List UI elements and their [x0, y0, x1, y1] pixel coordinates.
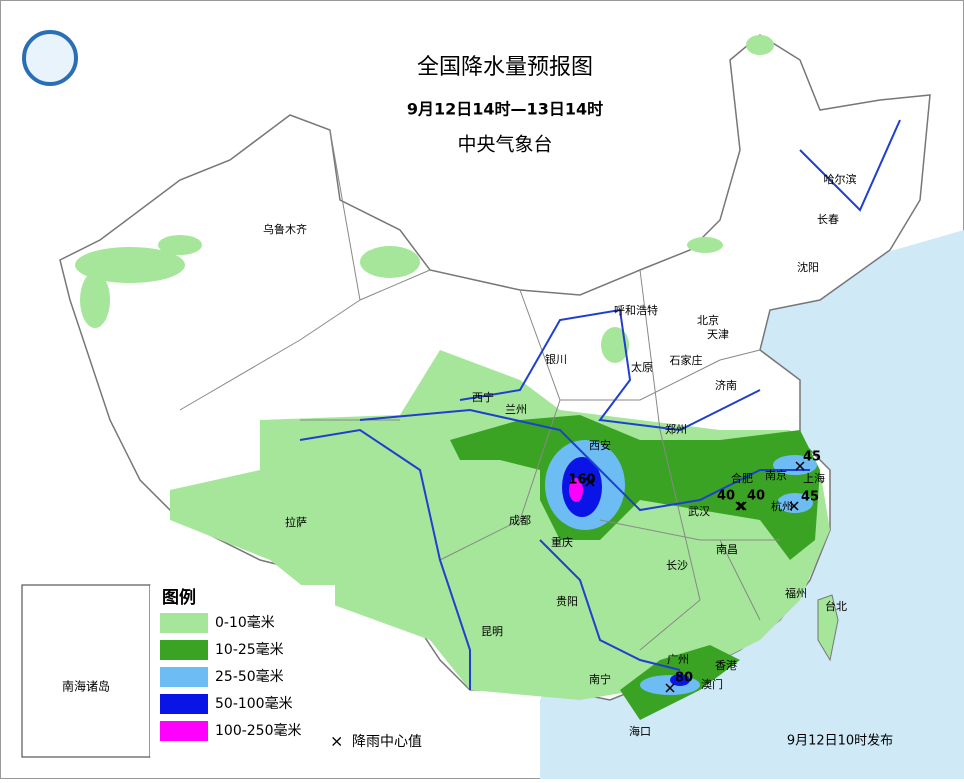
legend-center-symbol: × — [330, 732, 343, 751]
city-label: 哈尔滨 — [824, 172, 857, 186]
title: 全国降水量预报图 — [417, 55, 593, 80]
rain-area — [670, 674, 690, 686]
center-value: 40 — [747, 489, 765, 504]
rain-area — [601, 327, 629, 363]
inset-label: 南海诸岛 — [62, 679, 110, 694]
center-value: 45 — [803, 450, 821, 465]
legend-swatch — [160, 694, 208, 714]
city-label: 海口 — [629, 724, 651, 738]
city-label: 广州 — [667, 653, 689, 666]
legend-label: 25-50毫米 — [215, 668, 284, 685]
city-label: 西安 — [589, 438, 611, 452]
city-label: 合肥 — [731, 471, 753, 485]
taiwan — [817, 594, 839, 662]
center-marker — [737, 501, 747, 511]
rivers — [299, 119, 901, 690]
rain-area — [569, 478, 583, 502]
rain-area — [75, 247, 185, 283]
center-marker — [585, 477, 595, 487]
city-label: 北京 — [697, 313, 719, 327]
rain-area — [687, 237, 723, 253]
center-marker — [789, 501, 799, 511]
city-label: 杭州 — [771, 499, 793, 513]
center-value: 40 — [717, 489, 735, 504]
legend-swatch — [160, 613, 208, 633]
center-value: 80 — [675, 671, 693, 686]
city-label: 重庆 — [551, 535, 573, 549]
dynamic: 0-10毫米 10-25毫米 25-50毫米 50-100毫米 100-250毫米 乌鲁木… — [160, 172, 857, 741]
legend-label: 100-250毫米 — [215, 722, 302, 739]
legend-center-label: 降雨中心值 — [352, 734, 422, 750]
city-label: 乌鲁木齐 — [263, 222, 307, 236]
city-label: 银川 — [545, 352, 567, 366]
center-value: 45 — [801, 490, 819, 505]
city-label: 昆明 — [481, 625, 503, 638]
logo — [22, 30, 78, 86]
legend-swatch — [160, 721, 208, 741]
city-label: 天津 — [707, 328, 729, 341]
legend-label: 50-100毫米 — [215, 695, 293, 712]
rain-area — [777, 493, 813, 513]
city-label: 沈阳 — [797, 260, 819, 274]
city-label: 郑州 — [665, 422, 687, 436]
city-label: 武汉 — [688, 505, 710, 518]
center-value: 160 — [568, 473, 595, 488]
rain-area — [170, 350, 830, 700]
rain-area — [158, 235, 202, 255]
city-label: 成都 — [509, 514, 531, 527]
legend-title: 图例 — [162, 587, 196, 608]
legend-swatch — [160, 640, 208, 660]
issuer: 中央气象台 — [457, 134, 552, 156]
rain-area — [80, 272, 110, 328]
province-borders — [179, 129, 780, 651]
issued: 9月12日10时发布 — [787, 733, 893, 749]
legend-swatch — [160, 667, 208, 687]
city-label: 南宁 — [589, 672, 611, 686]
city-label: 石家庄 — [670, 353, 703, 367]
rain-area — [360, 246, 420, 278]
city-label: 上海 — [803, 471, 825, 485]
center-marker — [735, 501, 745, 511]
legend-label: 0-10毫米 — [215, 614, 275, 631]
city-label: 南京 — [765, 468, 787, 482]
legend-label: 10-25毫米 — [215, 641, 284, 658]
city-label: 呼和浩特 — [614, 303, 658, 317]
center-marker — [665, 683, 675, 693]
city-label: 福州 — [785, 586, 807, 600]
city-label: 长春 — [817, 213, 839, 226]
city-label: 贵阳 — [556, 595, 578, 608]
center-marker — [795, 461, 805, 471]
city-label: 兰州 — [505, 403, 527, 416]
city-label: 济南 — [715, 378, 737, 392]
city-label: 太原 — [631, 361, 653, 374]
city-label: 长沙 — [666, 559, 688, 572]
city-label: 南昌 — [716, 543, 738, 556]
inset-box — [21, 584, 151, 758]
city-label: 台北 — [825, 599, 847, 613]
city-label: 香港 — [715, 659, 737, 672]
city-label: 澳门 — [701, 677, 723, 691]
city-label: 西宁 — [472, 390, 494, 404]
rain-area — [746, 35, 774, 55]
city-label: 拉萨 — [285, 515, 307, 529]
period: 9月12日14时—13日14时 — [407, 100, 603, 119]
